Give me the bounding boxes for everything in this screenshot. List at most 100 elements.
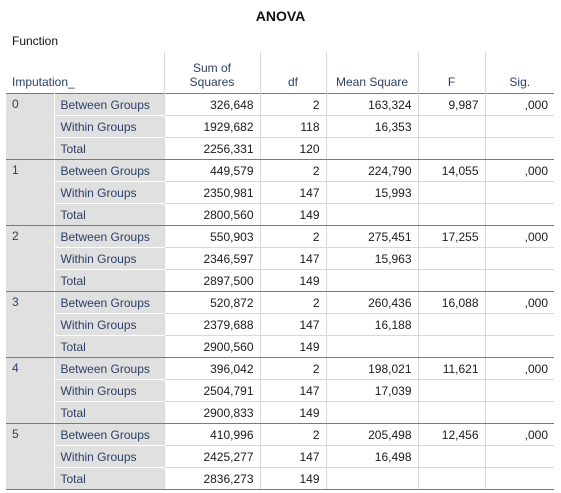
imputation-label: 4 bbox=[6, 357, 54, 424]
f-cell bbox=[417, 203, 485, 226]
mean-square-cell: 15,993 bbox=[325, 181, 418, 204]
row-label: Between Groups bbox=[53, 357, 164, 380]
sum-of-squares-cell: 2346,597 bbox=[163, 247, 260, 270]
f-cell bbox=[417, 335, 485, 358]
sig-cell: ,000 bbox=[484, 357, 554, 380]
df-cell: 2 bbox=[259, 423, 326, 446]
f-cell bbox=[417, 247, 485, 270]
df-cell: 147 bbox=[259, 445, 326, 468]
sig-header: Sig. bbox=[484, 52, 554, 94]
mean-square-cell: 260,436 bbox=[325, 291, 418, 314]
sum-of-squares-cell: 2425,277 bbox=[163, 445, 260, 468]
df-header: df bbox=[259, 52, 326, 94]
table-row: 5 Between Groups 410,996 2 205,498 12,456,000 bbox=[6, 423, 554, 490]
row-label: Between Groups bbox=[53, 159, 164, 182]
table-row: 3 Between Groups 520,872 2 260,436 16,088,000 bbox=[6, 291, 554, 358]
df-cell: 2 bbox=[259, 159, 326, 182]
sum-of-squares-cell: 2800,560 bbox=[163, 203, 260, 226]
df-cell: 149 bbox=[259, 467, 326, 490]
sum-of-squares-cell: 2504,791 bbox=[163, 379, 260, 402]
sum-of-squares-header: Sum of Squares bbox=[163, 52, 260, 94]
f-cell: 12,456 bbox=[417, 423, 485, 446]
df-cell: 149 bbox=[259, 269, 326, 292]
sum-of-squares-cell: 2256,331 bbox=[163, 137, 260, 160]
sum-of-squares-cell: 2900,560 bbox=[163, 335, 260, 358]
row-label: Between Groups bbox=[53, 423, 164, 446]
row-label: Within Groups bbox=[53, 379, 164, 402]
row-label: Total bbox=[53, 467, 164, 490]
f-cell: 17,255 bbox=[417, 225, 485, 248]
sig-cell: ,000 bbox=[484, 225, 554, 248]
mean-square-cell: 15,963 bbox=[325, 247, 418, 270]
f-cell bbox=[417, 379, 485, 402]
sum-of-squares-cell: 2900,833 bbox=[163, 401, 260, 424]
sum-of-squares-cell: 2897,500 bbox=[163, 269, 260, 292]
mean-square-cell: 163,324 bbox=[325, 93, 418, 116]
sig-cell bbox=[484, 335, 554, 358]
row-label: Total bbox=[53, 203, 164, 226]
sig-cell bbox=[484, 203, 554, 226]
table-row: Within Groups 2379,688 147 16,188 bbox=[6, 313, 554, 336]
mean-square-cell: 224,790 bbox=[325, 159, 418, 182]
f-cell bbox=[417, 445, 485, 468]
imputation-label: 1 bbox=[6, 159, 54, 226]
sig-cell bbox=[484, 137, 554, 160]
mean-square-cell: 205,498 bbox=[325, 423, 418, 446]
dependent-variable-label: Function bbox=[12, 34, 59, 48]
table-row: 4 Between Groups 396,042 2 198,021 11,621,000 bbox=[6, 357, 554, 424]
anova-table: Imputation_ Sum of Squares df Mean Squar… bbox=[6, 52, 554, 490]
table-row: Within Groups 1929,682 118 16,353 bbox=[6, 115, 554, 138]
table-title: ANOVA bbox=[255, 8, 306, 24]
table-row: 1 Between Groups 449,579 2 224,790 14,055,000 bbox=[6, 159, 554, 226]
row-label: Total bbox=[53, 137, 164, 160]
row-label: Between Groups bbox=[53, 291, 164, 314]
mean-square-cell: 198,021 bbox=[325, 357, 418, 380]
f-cell: 14,055 bbox=[417, 159, 485, 182]
f-cell bbox=[417, 401, 485, 424]
df-cell: 118 bbox=[259, 115, 326, 138]
sum-of-squares-cell: 449,579 bbox=[163, 159, 260, 182]
table-row: Within Groups 2504,791 147 17,039 bbox=[6, 379, 554, 402]
mean-square-cell bbox=[325, 467, 418, 490]
f-cell bbox=[417, 137, 485, 160]
mean-square-cell: 275,451 bbox=[325, 225, 418, 248]
df-cell: 149 bbox=[259, 203, 326, 226]
mean-square-cell: 16,353 bbox=[325, 115, 418, 138]
row-label: Within Groups bbox=[53, 181, 164, 204]
row-label: Between Groups bbox=[53, 93, 164, 116]
df-cell: 2 bbox=[259, 93, 326, 116]
f-cell: 9,987 bbox=[417, 93, 485, 116]
f-cell bbox=[417, 313, 485, 336]
sig-cell bbox=[484, 313, 554, 336]
df-cell: 147 bbox=[259, 181, 326, 204]
table-row: Total 2897,500 149 bbox=[6, 269, 554, 292]
sig-cell bbox=[484, 181, 554, 204]
imputation-label: 3 bbox=[6, 291, 54, 358]
sum-of-squares-cell: 2379,688 bbox=[163, 313, 260, 336]
sum-of-squares-cell: 326,648 bbox=[163, 93, 260, 116]
sig-cell: ,000 bbox=[484, 93, 554, 116]
sum-of-squares-cell: 550,903 bbox=[163, 225, 260, 248]
f-cell: 11,621 bbox=[417, 357, 485, 380]
table-row: Total 2800,560 149 bbox=[6, 203, 554, 226]
f-cell: 16,088 bbox=[417, 291, 485, 314]
row-label: Within Groups bbox=[53, 247, 164, 270]
sum-of-squares-header-line1: Sum of bbox=[192, 61, 231, 75]
df-cell: 147 bbox=[259, 313, 326, 336]
table-row: Total 2256,331 120 bbox=[6, 137, 554, 160]
mean-square-cell: 16,498 bbox=[325, 445, 418, 468]
imputation-label: 5 bbox=[6, 423, 54, 490]
mean-square-cell bbox=[325, 269, 418, 292]
sum-of-squares-cell: 2836,273 bbox=[163, 467, 260, 490]
row-label: Total bbox=[53, 401, 164, 424]
row-label: Within Groups bbox=[53, 313, 164, 336]
sum-of-squares-cell: 520,872 bbox=[163, 291, 260, 314]
sum-of-squares-cell: 396,042 bbox=[163, 357, 260, 380]
row-label: Within Groups bbox=[53, 115, 164, 138]
sig-cell bbox=[484, 269, 554, 292]
mean-square-cell bbox=[325, 137, 418, 160]
table-row: Total 2900,833 149 bbox=[6, 401, 554, 424]
table-body: 0 Between Groups 326,648 2 163,324 9,987,000 W… bbox=[6, 93, 554, 490]
table-row: 2 Between Groups 550,903 2 275,451 17,255,000 bbox=[6, 225, 554, 292]
table-row: 0 Between Groups 326,648 2 163,324 9,987,000 bbox=[6, 93, 554, 160]
